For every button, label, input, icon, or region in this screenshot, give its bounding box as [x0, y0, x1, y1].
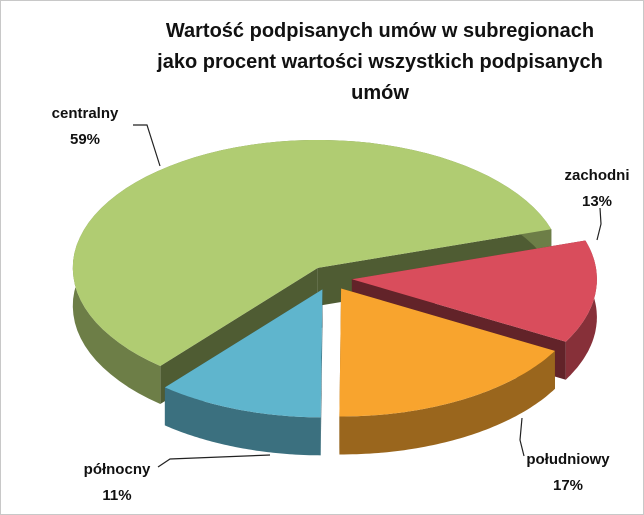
category-label: zachodni	[564, 167, 629, 184]
chart-title: Wartość podpisanych umów w subregionach …	[157, 20, 603, 104]
slice-wall	[320, 289, 323, 456]
slice-side	[339, 350, 555, 455]
slice-top	[339, 288, 555, 417]
category-label: południowy	[526, 451, 610, 468]
leader-line	[133, 124, 161, 167]
value-label: 17%	[553, 477, 583, 494]
pie-slice	[339, 288, 555, 455]
value-label: 59%	[70, 131, 100, 148]
leader-line	[157, 454, 271, 468]
value-label: 11%	[102, 487, 131, 504]
pie-slice	[164, 289, 323, 456]
slice-top	[164, 289, 323, 418]
slice-top	[72, 140, 552, 366]
category-label: centralny	[52, 105, 119, 122]
slice-side	[164, 387, 321, 456]
leader-line	[519, 417, 525, 457]
leader-line	[596, 207, 602, 241]
slice-side	[72, 140, 552, 404]
value-label: 13%	[582, 193, 612, 210]
category-label: północny	[84, 461, 151, 478]
slice-top	[351, 240, 597, 342]
